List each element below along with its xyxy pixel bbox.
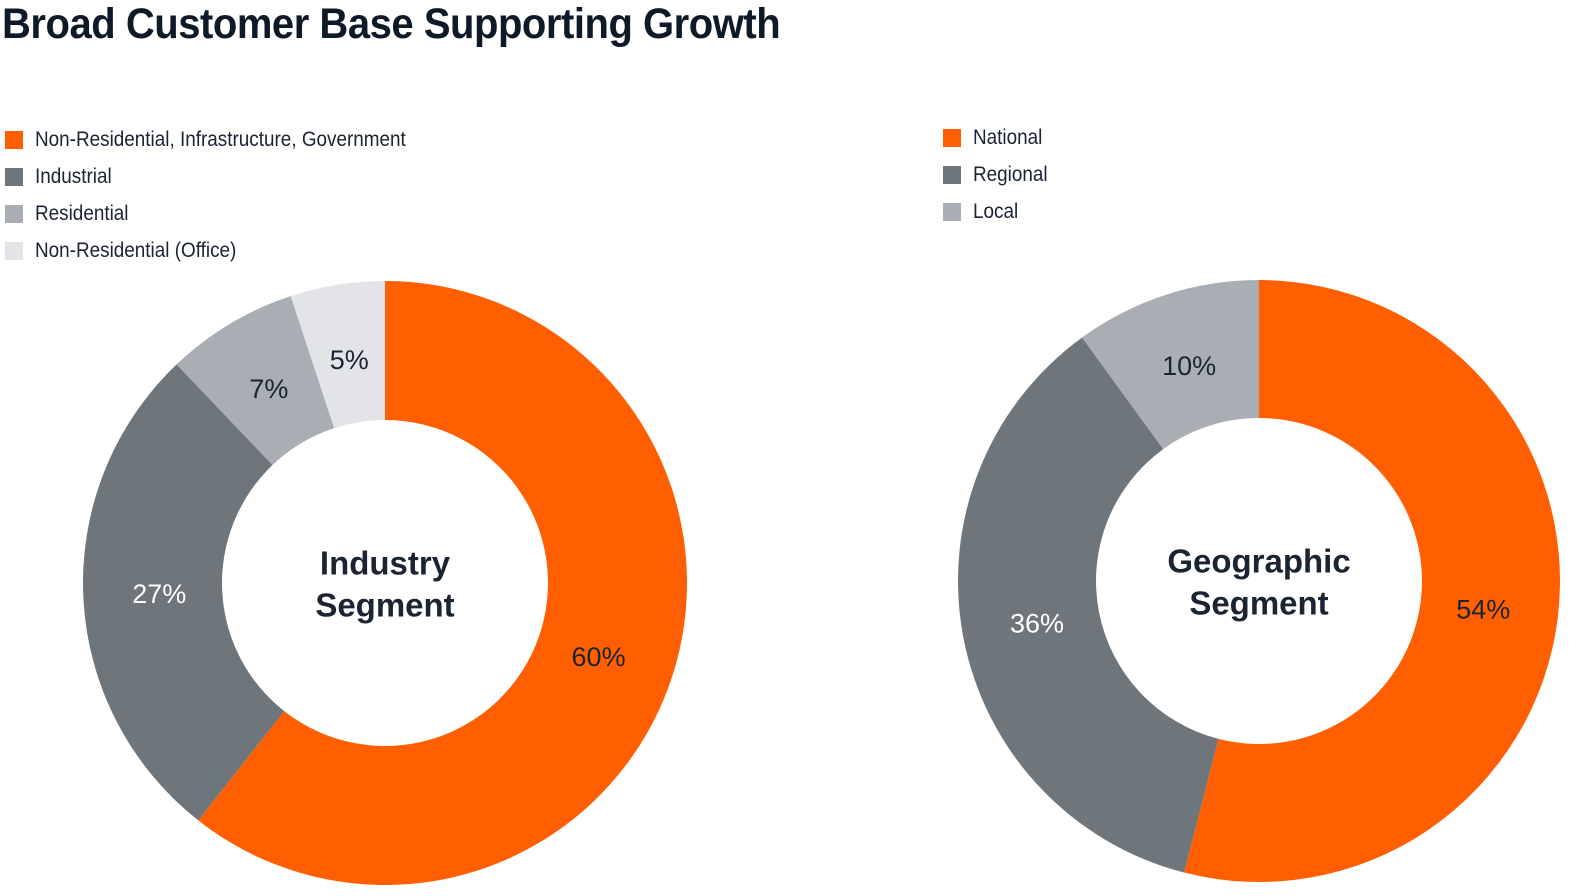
industry-slice-label-2: 27%	[132, 579, 186, 609]
legend-swatch	[5, 204, 23, 223]
legend-item: Residential	[5, 195, 447, 232]
geographic-slice-label-2: 36%	[1010, 608, 1064, 638]
geographic-slice-label-3: 10%	[1162, 351, 1216, 381]
industry-donut: 60% 27% 7% 5% Industry Segment	[82, 281, 687, 885]
page-title: Broad Customer Base Supporting Growth	[2, 0, 781, 48]
industry-center-label-line-1: Industry	[320, 545, 451, 582]
industry-slice-2	[82, 364, 285, 821]
geographic-slice-3	[1082, 280, 1259, 450]
legend-label: Non-Residential (Office)	[35, 238, 237, 262]
industry-slice-label-3: 7%	[249, 374, 288, 404]
legend-label: Local	[973, 199, 1019, 223]
legend-swatch	[943, 128, 961, 147]
industry-slice-1	[198, 281, 687, 885]
geographic-legend: National Regional Local	[943, 119, 1056, 230]
legend-item: Non-Residential (Office)	[5, 232, 447, 269]
legend-swatch	[943, 202, 961, 221]
legend-label: Non-Residential, Infrastructure, Governm…	[35, 127, 406, 151]
legend-item: Regional	[943, 156, 1056, 193]
industry-center-label-line-2: Segment	[315, 587, 454, 624]
geographic-slice-2	[957, 337, 1219, 873]
legend-label: Residential	[35, 201, 129, 225]
legend-item: National	[943, 119, 1056, 156]
industry-slice-label-1: 60%	[572, 642, 626, 672]
industry-slice-3	[176, 296, 335, 466]
geographic-slice-label-1: 54%	[1456, 594, 1510, 624]
legend-item: Local	[943, 193, 1056, 230]
legend-item: Industrial	[5, 158, 447, 195]
legend-swatch	[5, 241, 23, 260]
legend-label: Regional	[973, 162, 1048, 186]
geographic-donut: 54% 36% 10% Geographic Segment	[957, 280, 1560, 883]
legend-label: Industrial	[35, 164, 112, 188]
industry-legend: Non-Residential, Infrastructure, Governm…	[5, 121, 447, 269]
legend-swatch	[5, 130, 23, 149]
geographic-slice-1	[1184, 280, 1560, 883]
geographic-center-label-line-1: Geographic	[1167, 543, 1350, 580]
legend-item: Non-Residential, Infrastructure, Governm…	[5, 121, 447, 158]
industry-slice-label-4: 5%	[330, 345, 369, 375]
legend-label: National	[973, 125, 1043, 149]
legend-swatch	[5, 167, 23, 186]
industry-slice-4	[290, 281, 385, 429]
legend-swatch	[943, 165, 961, 184]
geographic-center-label-line-2: Segment	[1189, 585, 1328, 622]
